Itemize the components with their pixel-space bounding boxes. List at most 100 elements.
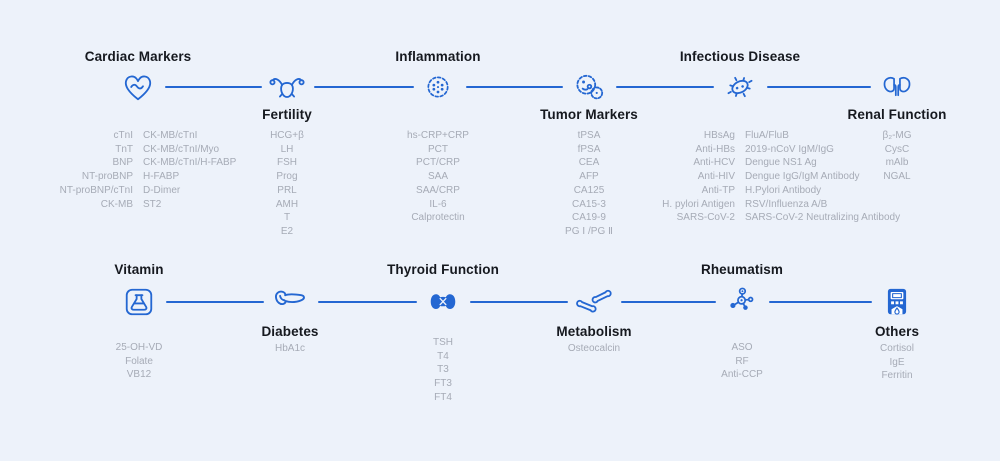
list-item: Cortisol <box>880 343 914 354</box>
fertility-title: Fertility <box>262 107 312 122</box>
list-item: Calprotectin <box>411 212 465 224</box>
list-item: FT4 <box>434 391 452 403</box>
list-item: TnT <box>115 143 133 155</box>
list-item: CEA <box>578 157 600 169</box>
list-item: CK-MB/cTnI/H-FABP <box>143 157 237 169</box>
diabetes-title: Diabetes <box>261 324 319 339</box>
others-title: Others <box>874 324 920 339</box>
list-item: PG Ⅰ /PG Ⅱ <box>565 225 613 237</box>
renal-function-title: Renal Function <box>847 107 947 122</box>
connector-line <box>767 86 871 88</box>
list-item: PRL <box>277 184 297 196</box>
tumor-markers-list: tPSA fPSA CEA AFP CA125 CA15-3 CA19-9 PG Ⅰ /PG … <box>565 129 613 239</box>
list-item: CK-MB/cTnI/Myo <box>143 143 220 155</box>
thyroid-function-list: TSH T4 T3 FT3 FT4 <box>433 336 453 405</box>
list-item: H. pylori Antigen <box>662 198 735 210</box>
list-item: E2 <box>280 225 294 237</box>
list-item: SARS-CoV-2 Neutralizing Antibody <box>745 212 901 224</box>
list-item: 2019-nCoV IgM/IgG <box>745 143 834 155</box>
list-item: CK-MB <box>100 198 133 210</box>
infectious-disease-title: Infectious Disease <box>679 49 801 64</box>
connector-line <box>769 301 872 303</box>
analyzer-device-icon <box>877 282 917 322</box>
list-item: FluA/FluB <box>745 130 789 141</box>
list-item: CK-MB/cTnI <box>143 130 198 141</box>
list-item: 25-OH-VD <box>115 342 163 353</box>
pancreas-icon <box>269 281 311 323</box>
list-item: CA15-3 <box>572 198 606 210</box>
list-item: T4 <box>437 350 449 362</box>
inflammation-list: hs-CRP+CRP PCT PCT/CRP SAA SAA/CRP IL-6 Calpro… <box>407 129 469 225</box>
list-item: H-FABP <box>143 171 180 183</box>
list-item: RSV/Influenza A/B <box>745 198 828 210</box>
list-item: ASO <box>731 342 753 353</box>
list-item: H.Pylori Antibody <box>745 184 822 196</box>
metabolism-title: Metabolism <box>556 324 632 339</box>
list-item: hs-CRP+CRP <box>407 130 469 141</box>
bacteria-icon <box>720 67 760 107</box>
list-item: cTnI <box>113 130 133 141</box>
tumor-cell-icon <box>569 67 609 107</box>
cardiac-markers-title: Cardiac Markers <box>84 49 192 64</box>
list-item: ST2 <box>143 198 162 210</box>
list-item: SAA <box>427 171 448 183</box>
thyroid-function-title: Thyroid Function <box>387 262 499 277</box>
renal-function-list: β₂-MG CysC mAlb NGAL <box>882 129 911 184</box>
others-list: Cortisol IgE Ferritin <box>880 342 914 383</box>
list-item: mAlb <box>885 157 909 169</box>
list-item: SAA/CRP <box>416 184 460 196</box>
list-item: HCG+β <box>270 130 304 141</box>
list-item: Prog <box>276 171 298 183</box>
infectious-disease-col-1: HBsAg Anti-HBs Anti-HCV Anti-HIV Anti-TP H. p… <box>530 129 735 225</box>
list-item: TSH <box>433 337 453 348</box>
connector-line <box>314 86 414 88</box>
connector-line <box>466 86 563 88</box>
list-item: HBsAg <box>703 130 735 141</box>
list-item: FT3 <box>434 378 452 390</box>
cardiac-markers-list: cTnI TnT BNP NT-proBNP NT-proBNP/cTnI CK-MB C… <box>0 129 348 211</box>
list-item: fPSA <box>577 143 601 155</box>
list-item: Ferritin <box>881 370 913 382</box>
uterus-icon <box>267 67 307 107</box>
list-item: NGAL <box>883 171 911 183</box>
list-item: NT-proBNP/cTnI <box>59 184 133 196</box>
list-item: IgE <box>889 356 905 368</box>
vitamin-title: Vitamin <box>114 262 164 277</box>
connector-line <box>166 301 264 303</box>
bone-joint-icon <box>574 282 614 322</box>
list-item: Anti-HBs <box>695 143 735 155</box>
list-item: CA125 <box>573 184 605 196</box>
list-item: Dengue NS1 Ag <box>745 157 817 169</box>
list-item: HbA1c <box>274 343 306 354</box>
list-item: SARS-CoV-2 <box>676 212 735 224</box>
list-item: T <box>283 212 291 224</box>
rheumatism-title: Rheumatism <box>700 262 784 277</box>
list-item: Osteocalcin <box>567 343 621 354</box>
connector-line <box>621 301 716 303</box>
inflammation-title: Inflammation <box>395 49 481 64</box>
infectious-disease-list: HBsAg Anti-HBs Anti-HCV Anti-HIV Anti-TP H. p… <box>530 129 950 225</box>
list-item: AMH <box>275 198 299 210</box>
fertility-list: HCG+β LH FSH Prog PRL AMH T E2 <box>270 129 304 239</box>
list-item: Anti-HCV <box>693 157 735 169</box>
molecule-icon <box>723 283 761 321</box>
list-item: LH <box>280 143 294 155</box>
kidneys-icon <box>878 68 916 106</box>
list-item: CysC <box>884 143 910 155</box>
cardiac-markers-col-1: cTnI TnT BNP NT-proBNP NT-proBNP/cTnI CK-MB <box>0 129 133 211</box>
heart-pulse-icon <box>118 67 158 107</box>
list-item: IL-6 <box>429 198 447 210</box>
list-item: RF <box>735 355 749 367</box>
list-item: VB12 <box>126 369 152 381</box>
connector-line <box>318 301 417 303</box>
connector-line <box>165 86 262 88</box>
list-item: CA19-9 <box>572 212 606 224</box>
list-item: Anti-TP <box>701 184 735 196</box>
list-item: T3 <box>437 364 449 376</box>
cardiac-markers-col-2: CK-MB/cTnI CK-MB/cTnI/Myo CK-MB/cTnI/H-FAB… <box>143 129 348 211</box>
connector-line <box>616 86 714 88</box>
connector-line <box>470 301 568 303</box>
thyroid-icon <box>425 284 461 320</box>
diabetes-list: HbA1c <box>275 342 305 356</box>
